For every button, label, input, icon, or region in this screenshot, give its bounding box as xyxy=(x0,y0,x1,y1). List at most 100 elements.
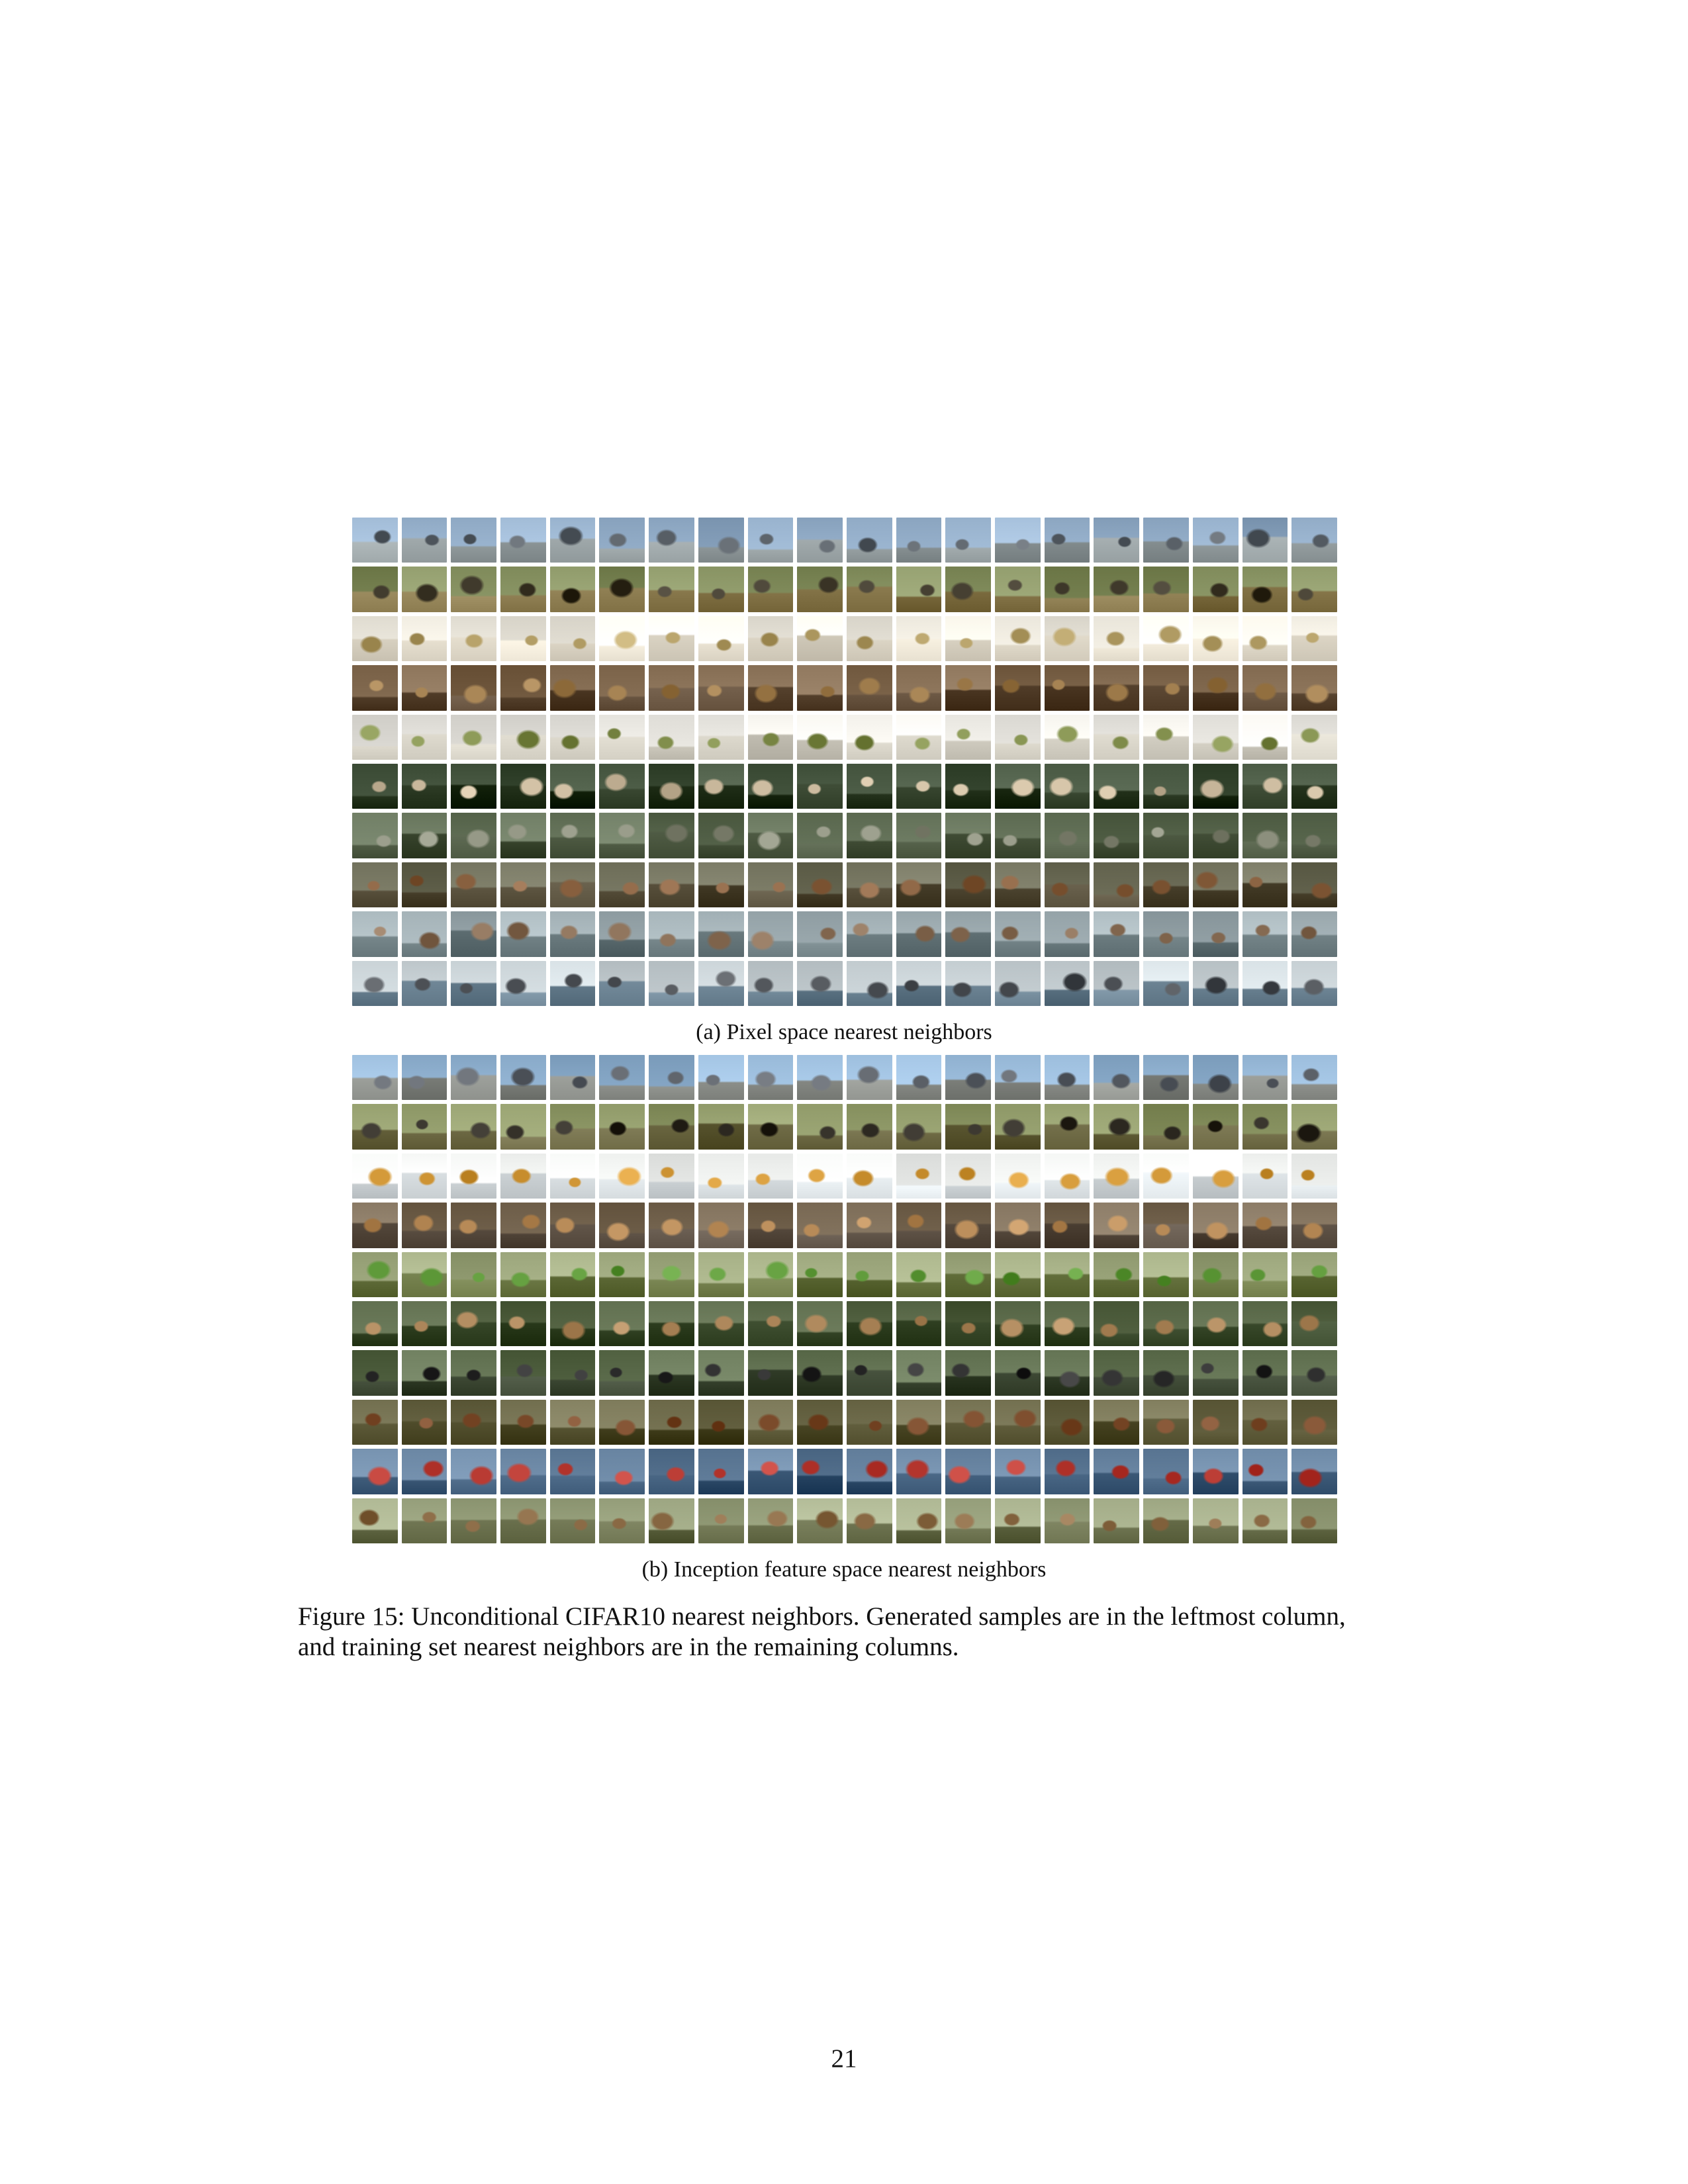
neighbor-image-tile xyxy=(1291,764,1337,809)
neighbor-image-tile xyxy=(797,567,843,612)
neighbor-image-tile xyxy=(599,764,645,809)
neighbor-image-tile xyxy=(401,1251,447,1297)
neighbor-image-tile xyxy=(500,813,546,858)
subfigure-caption-a: (a) Pixel space nearest neighbors xyxy=(696,1020,992,1044)
neighbor-image-tile xyxy=(1143,1350,1189,1396)
neighbor-image-tile xyxy=(995,567,1041,612)
neighbor-image-tile xyxy=(401,813,447,858)
neighbor-image-tile xyxy=(945,1055,992,1101)
neighbor-image-tile xyxy=(747,1301,794,1347)
neighbor-image-tile xyxy=(797,1301,843,1347)
neighbor-image-tile xyxy=(500,1301,546,1347)
neighbor-image-tile xyxy=(1094,714,1140,760)
neighbor-image-tile xyxy=(747,960,794,1006)
neighbor-image-tile xyxy=(401,960,447,1006)
neighbor-image-tile xyxy=(1044,911,1090,957)
neighbor-image-tile xyxy=(1291,665,1337,711)
neighbor-image-tile xyxy=(896,960,942,1006)
neighbor-image-tile xyxy=(451,764,497,809)
neighbor-image-tile xyxy=(896,862,942,908)
neighbor-image-tile xyxy=(1192,1251,1239,1297)
neighbor-image-tile xyxy=(500,1449,546,1494)
neighbor-image-tile xyxy=(599,1251,645,1297)
neighbor-image-tile xyxy=(698,1055,744,1101)
neighbor-image-tile xyxy=(995,1301,1041,1347)
generated-sample-tile xyxy=(352,813,398,858)
neighbor-image-tile xyxy=(747,1449,794,1494)
neighbor-image-tile xyxy=(1242,714,1288,760)
neighbor-image-tile xyxy=(549,1055,596,1101)
neighbor-image-tile xyxy=(1291,1203,1337,1248)
generated-sample-tile xyxy=(352,615,398,662)
neighbor-image-tile xyxy=(945,1350,992,1396)
neighbor-image-tile xyxy=(698,1449,744,1494)
neighbor-image-tile xyxy=(549,665,596,711)
neighbor-image-tile xyxy=(1044,960,1090,1006)
neighbor-image-tile xyxy=(846,1449,892,1494)
generated-sample-tile xyxy=(352,1350,398,1396)
neighbor-image-tile xyxy=(1094,1203,1140,1248)
neighbor-image-tile xyxy=(1242,1449,1288,1494)
neighbor-image-tile xyxy=(401,518,447,563)
neighbor-image-tile xyxy=(1192,1104,1239,1150)
neighbor-image-tile xyxy=(649,1350,694,1396)
neighbor-image-tile xyxy=(1044,1055,1090,1101)
neighbor-image-tile xyxy=(649,764,694,809)
neighbor-image-tile xyxy=(995,960,1041,1006)
neighbor-image-tile xyxy=(945,813,992,858)
neighbor-image-tile xyxy=(401,1203,447,1248)
neighbor-image-tile xyxy=(1242,1399,1288,1445)
neighbor-image-tile xyxy=(896,1498,942,1543)
neighbor-image-tile xyxy=(1044,567,1090,612)
neighbor-image-tile xyxy=(451,518,497,563)
neighbor-image-tile xyxy=(1094,1350,1140,1396)
neighbor-image-tile xyxy=(1192,1449,1239,1494)
neighbor-image-tile xyxy=(698,714,744,760)
neighbor-image-tile xyxy=(500,665,546,711)
neighbor-image-tile xyxy=(995,813,1041,858)
neighbor-image-tile xyxy=(1143,764,1189,809)
neighbor-image-tile xyxy=(797,960,843,1006)
neighbor-image-tile xyxy=(945,1399,992,1445)
figure-caption-line-1: Figure 15: Unconditional CIFAR10 nearest… xyxy=(298,1602,1346,1631)
neighbor-image-tile xyxy=(401,1498,447,1543)
neighbor-image-tile xyxy=(649,1399,694,1445)
neighbor-image-tile xyxy=(1044,862,1090,908)
generated-sample-tile xyxy=(352,518,398,563)
neighbor-image-tile xyxy=(747,1251,794,1297)
neighbor-image-tile xyxy=(1192,1055,1239,1101)
neighbor-image-tile xyxy=(549,862,596,908)
neighbor-image-tile xyxy=(1242,1350,1288,1396)
neighbor-image-tile xyxy=(846,911,892,957)
neighbor-image-tile xyxy=(1242,665,1288,711)
generated-sample-tile xyxy=(352,1153,398,1199)
neighbor-image-tile xyxy=(1044,813,1090,858)
neighbor-image-tile xyxy=(599,567,645,612)
neighbor-image-tile xyxy=(896,1203,942,1248)
neighbor-image-tile xyxy=(401,615,447,662)
neighbor-image-tile xyxy=(747,1203,794,1248)
neighbor-image-tile xyxy=(846,518,892,563)
neighbor-image-tile xyxy=(401,665,447,711)
neighbor-image-tile xyxy=(1143,615,1189,662)
neighbor-image-tile xyxy=(797,714,843,760)
neighbor-image-tile xyxy=(1192,1399,1239,1445)
neighbor-image-tile xyxy=(1242,1104,1288,1150)
neighbor-image-tile xyxy=(649,911,694,957)
neighbor-image-tile xyxy=(1143,911,1189,957)
neighbor-image-tile xyxy=(401,1104,447,1150)
neighbor-image-tile xyxy=(401,911,447,957)
neighbor-image-tile xyxy=(500,1251,546,1297)
generated-sample-tile xyxy=(352,1104,398,1150)
neighbor-image-tile xyxy=(401,1055,447,1101)
neighbor-image-tile xyxy=(1044,1251,1090,1297)
neighbor-image-tile xyxy=(1094,615,1140,662)
neighbor-image-tile xyxy=(995,615,1041,662)
neighbor-image-tile xyxy=(549,1350,596,1396)
neighbor-image-tile xyxy=(945,1104,992,1150)
neighbor-image-tile xyxy=(1291,1055,1337,1101)
neighbor-image-tile xyxy=(451,862,497,908)
neighbor-image-tile xyxy=(649,1301,694,1347)
neighbor-image-tile xyxy=(698,862,744,908)
neighbor-image-tile xyxy=(846,567,892,612)
